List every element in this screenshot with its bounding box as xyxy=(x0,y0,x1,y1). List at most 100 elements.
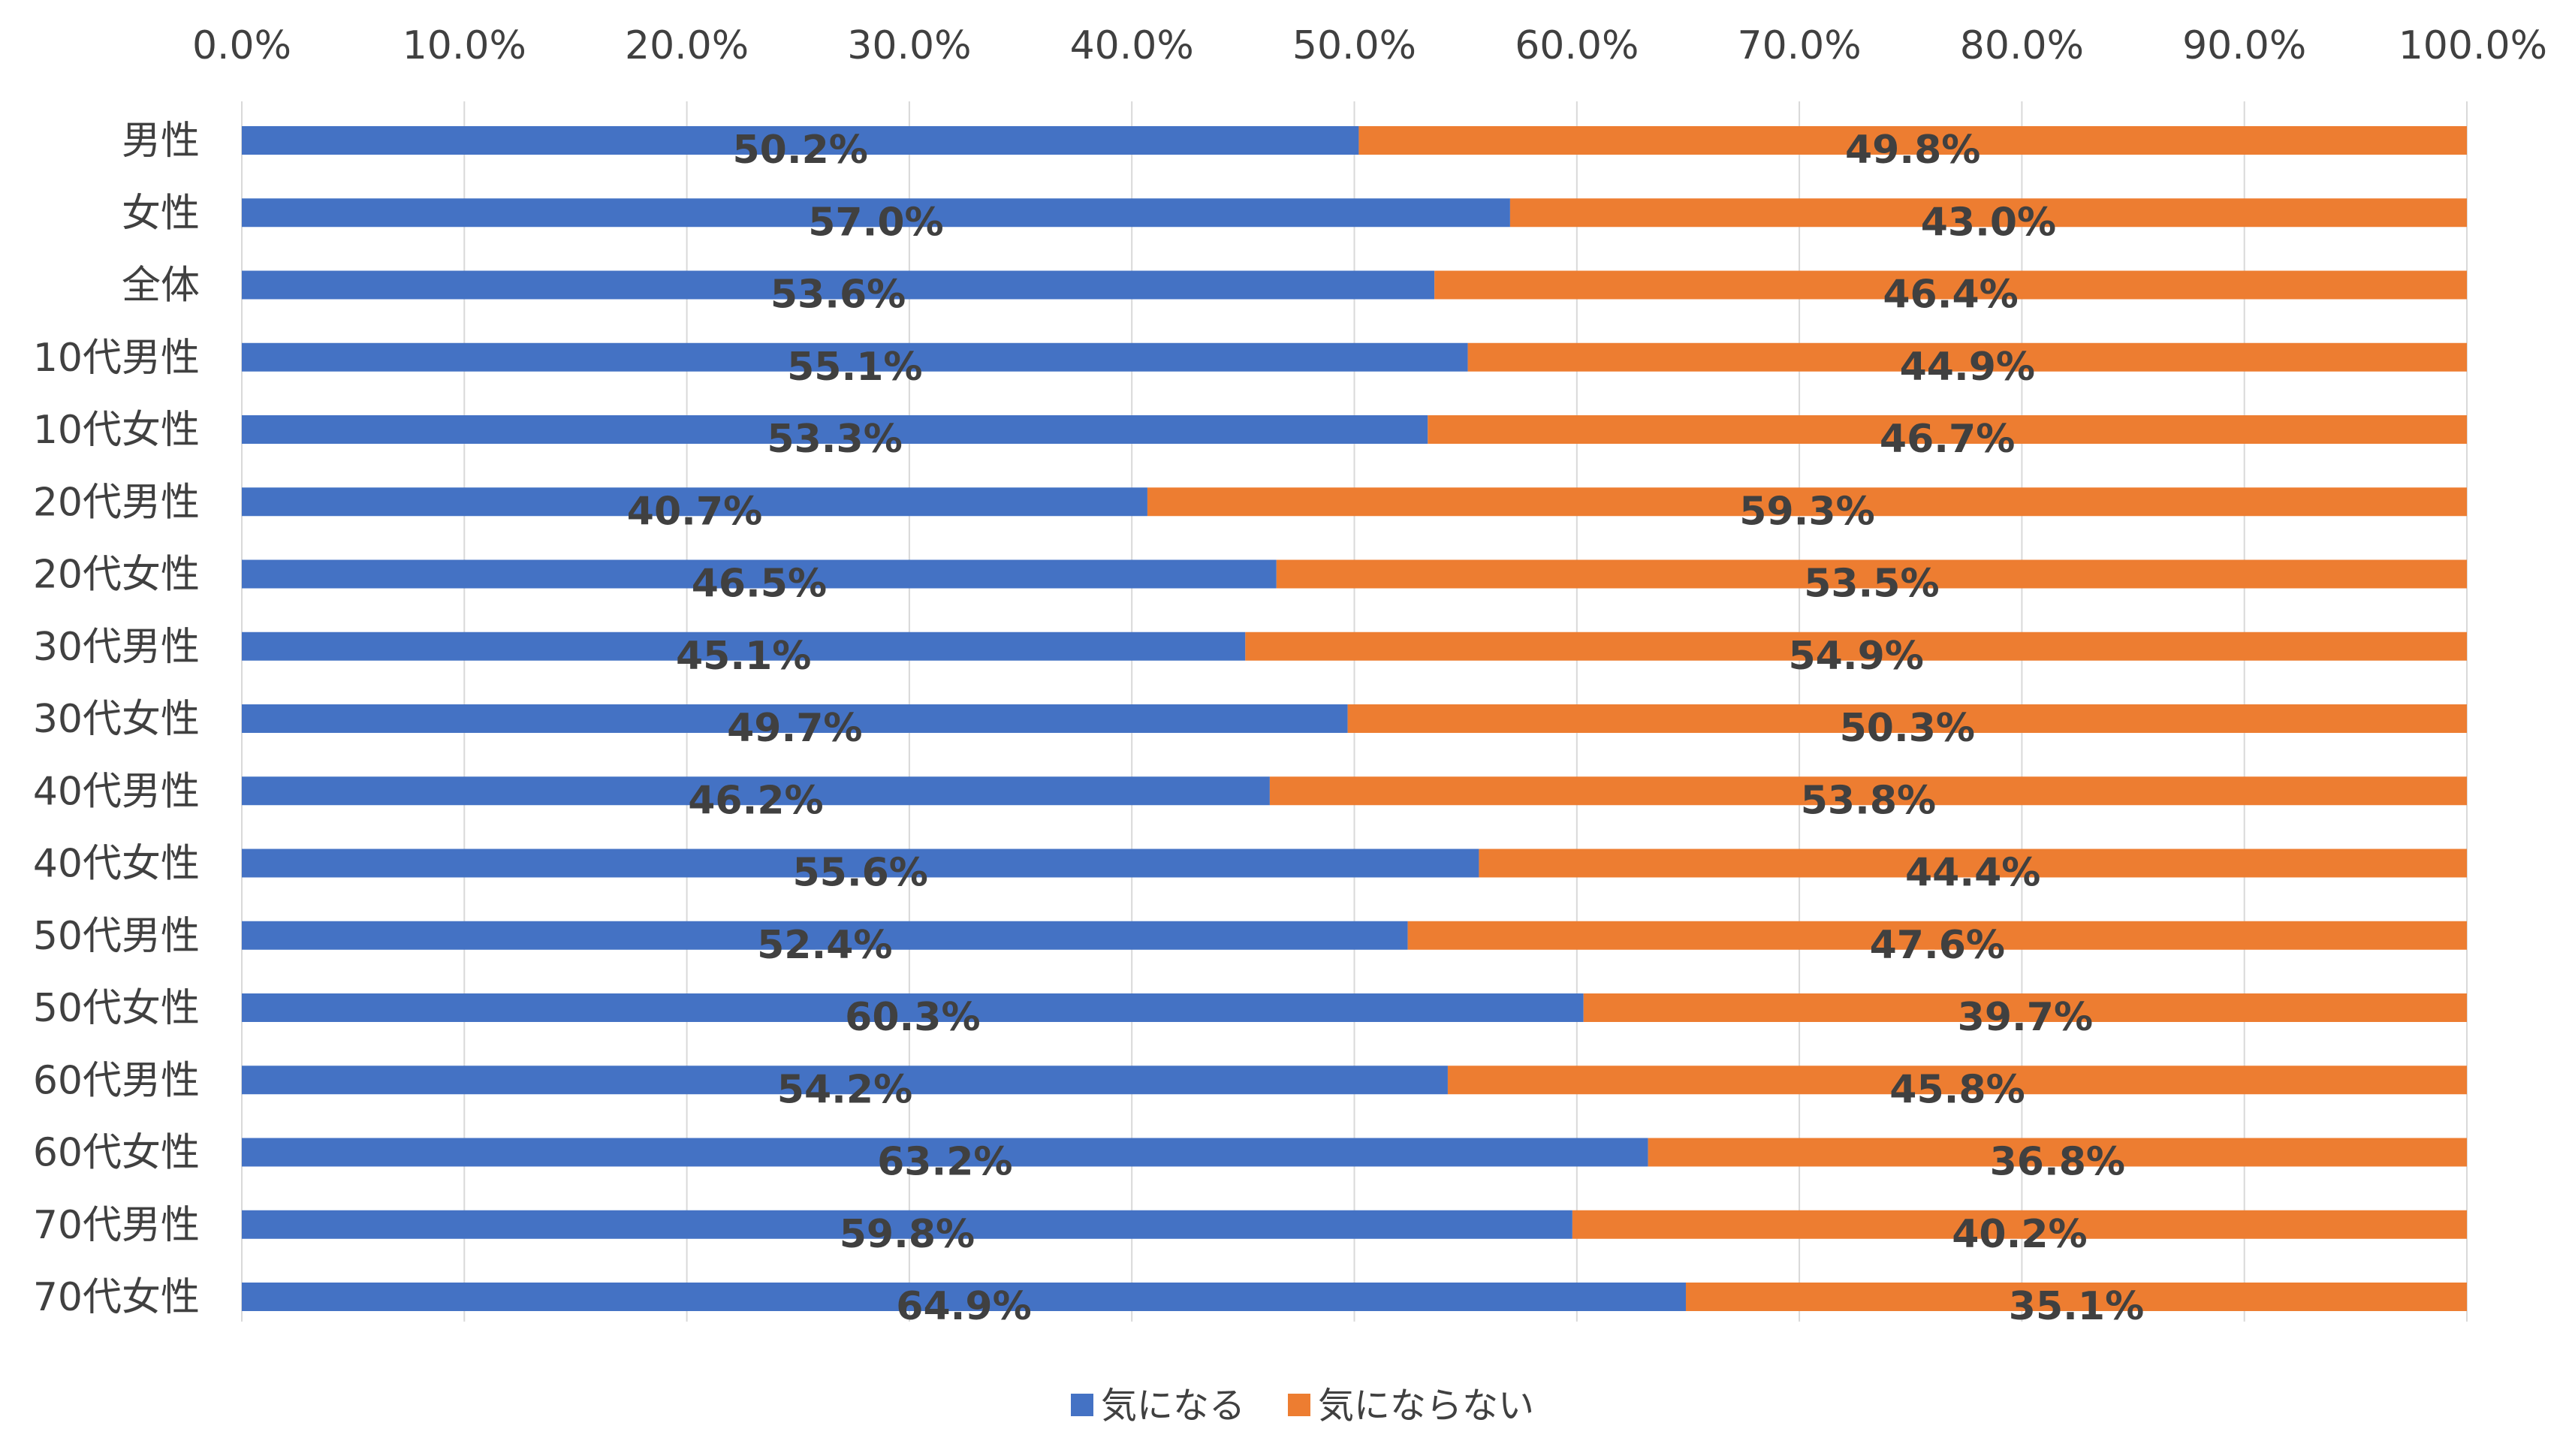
data-label: 49.7% xyxy=(727,706,862,751)
data-label: 54.9% xyxy=(1788,634,1923,679)
data-label: 57.0% xyxy=(808,200,943,245)
x-tick-label: 50.0% xyxy=(1292,23,1416,68)
data-label: 43.0% xyxy=(1921,200,2056,245)
bar-segment-concerned xyxy=(242,559,1277,589)
data-label: 63.2% xyxy=(877,1140,1012,1185)
bar-segments xyxy=(242,126,2467,1311)
bar-segment-not-concerned xyxy=(1347,704,2467,733)
category-label: 全体 xyxy=(122,264,200,309)
bar-segment-concerned xyxy=(242,342,1468,372)
bar-segment-concerned xyxy=(242,849,1479,878)
legend-label-series-1: 気にならない xyxy=(1318,1385,1534,1427)
category-label: 70代男性 xyxy=(33,1203,200,1248)
x-tick-label: 10.0% xyxy=(403,23,526,68)
category-label: 50代女性 xyxy=(33,986,200,1031)
legend: 気になる 気にならない xyxy=(1071,1385,1534,1427)
category-label: 60代女性 xyxy=(33,1131,200,1176)
data-label: 50.2% xyxy=(733,128,868,173)
x-tick-label: 20.0% xyxy=(625,23,749,68)
category-label: 40代男性 xyxy=(33,769,200,814)
data-label: 46.5% xyxy=(692,562,827,607)
data-label: 55.6% xyxy=(793,851,928,896)
data-label: 35.1% xyxy=(2009,1284,2144,1329)
x-tick-label: 40.0% xyxy=(1070,23,1194,68)
x-axis-tick-labels: 0.0% 10.0% 20.0% 30.0% 40.0% 50.0% 60.0% 70.0% 8… xyxy=(192,23,2547,68)
data-label: 46.2% xyxy=(688,778,823,823)
category-label: 男性 xyxy=(122,119,200,164)
bar-segment-concerned xyxy=(242,487,1147,517)
x-tick-label: 30.0% xyxy=(847,23,971,68)
category-label: 女性 xyxy=(122,191,200,236)
bar-segment-not-concerned xyxy=(1572,1210,2467,1239)
data-label: 60.3% xyxy=(845,995,980,1040)
category-label: 70代女性 xyxy=(33,1275,200,1320)
bar-segment-not-concerned xyxy=(1434,270,2467,300)
data-labels: 50.2% 49.8% 57.0% 43.0% 53.6% 46.4% 55.1% 44.9%… xyxy=(627,128,2144,1329)
bar-segment-concerned xyxy=(242,270,1435,300)
category-label: 30代女性 xyxy=(33,697,200,742)
data-label: 36.8% xyxy=(1990,1140,2125,1185)
category-label: 20代男性 xyxy=(33,480,200,525)
data-label: 45.1% xyxy=(676,634,811,679)
data-label: 40.7% xyxy=(627,489,762,534)
bar-segment-concerned xyxy=(242,1210,1572,1239)
bar-segment-concerned xyxy=(242,993,1584,1022)
bar-segment-concerned xyxy=(242,415,1428,444)
legend-swatch-series-0 xyxy=(1071,1394,1093,1416)
bar-segment-concerned xyxy=(242,1066,1448,1095)
data-label: 40.2% xyxy=(1952,1212,2087,1257)
x-tick-label: 100.0% xyxy=(2399,23,2547,68)
data-label: 55.1% xyxy=(787,345,922,390)
data-label: 64.9% xyxy=(896,1284,1031,1329)
data-label: 59.8% xyxy=(840,1212,975,1257)
category-label: 20代女性 xyxy=(33,553,200,598)
x-tick-label: 60.0% xyxy=(1515,23,1639,68)
category-label: 10代女性 xyxy=(33,408,200,453)
bar-segment-not-concerned xyxy=(1428,415,2467,444)
data-label: 46.4% xyxy=(1883,273,2018,318)
data-label: 52.4% xyxy=(757,923,892,968)
category-label: 60代男性 xyxy=(33,1058,200,1103)
bar-segment-not-concerned xyxy=(1147,487,2467,517)
category-label: 50代男性 xyxy=(33,914,200,959)
bar-segment-concerned xyxy=(242,921,1408,950)
category-label: 30代男性 xyxy=(33,625,200,670)
category-label: 40代女性 xyxy=(33,842,200,887)
bar-segment-concerned xyxy=(242,198,1510,228)
bar-segment-concerned xyxy=(242,704,1348,733)
bar-segment-concerned xyxy=(242,632,1246,661)
data-label: 53.5% xyxy=(1804,562,1939,607)
data-label: 53.6% xyxy=(770,273,906,318)
x-tick-label: 70.0% xyxy=(1737,23,1861,68)
bar-segment-not-concerned xyxy=(1447,1066,2467,1095)
data-label: 45.8% xyxy=(1889,1067,2025,1112)
bar-segment-concerned xyxy=(242,1138,1648,1167)
bar-segment-not-concerned xyxy=(1269,776,2467,806)
data-label: 39.7% xyxy=(1958,995,2093,1040)
bar-segment-concerned xyxy=(242,126,1359,155)
x-tick-label: 80.0% xyxy=(1960,23,2084,68)
bar-segment-not-concerned xyxy=(1467,342,2467,372)
bar-segment-concerned xyxy=(242,776,1270,806)
data-label: 44.9% xyxy=(1900,345,2035,390)
bar-segment-not-concerned xyxy=(1479,849,2467,878)
data-label: 59.3% xyxy=(1739,489,1874,534)
bar-segment-not-concerned xyxy=(1509,198,2467,228)
legend-swatch-series-1 xyxy=(1288,1394,1310,1416)
bar-segment-not-concerned xyxy=(1245,632,2467,661)
bar-segment-not-concerned xyxy=(1407,921,2467,950)
data-label: 53.3% xyxy=(767,417,902,462)
data-label: 47.6% xyxy=(1870,923,2005,968)
bar-segment-not-concerned xyxy=(1583,993,2467,1022)
data-label: 49.8% xyxy=(1845,128,1980,173)
bar-segment-not-concerned xyxy=(1685,1283,2467,1311)
category-label: 10代男性 xyxy=(33,336,200,381)
bar-segment-not-concerned xyxy=(1276,559,2467,589)
data-label: 44.4% xyxy=(1905,851,2040,896)
data-label: 54.2% xyxy=(777,1067,912,1112)
data-label: 46.7% xyxy=(1880,417,2015,462)
legend-label-series-0: 気になる xyxy=(1101,1385,1245,1427)
bar-segment-concerned xyxy=(242,1283,1686,1311)
